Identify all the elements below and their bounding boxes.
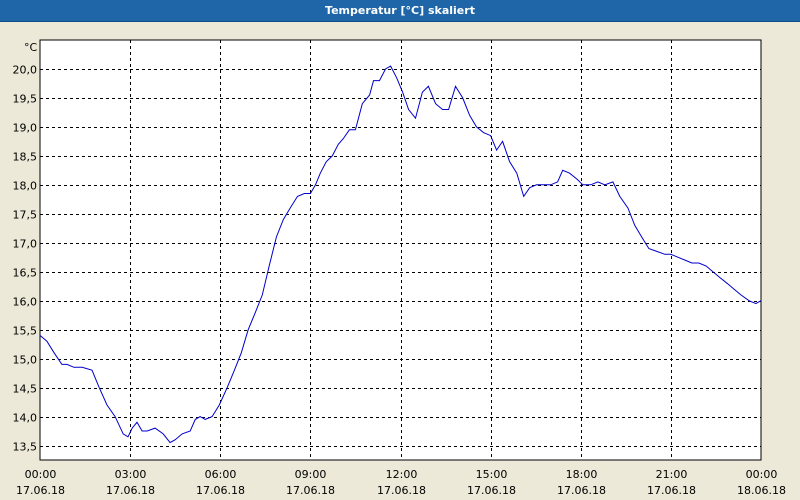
x-tick-time-label: 12:00 — [386, 468, 418, 481]
y-tick-label: 18,5 — [13, 151, 38, 164]
y-tick-label: 16,5 — [13, 267, 38, 280]
x-tick-time-label: 18:00 — [566, 468, 598, 481]
x-tick-time-label: 15:00 — [476, 468, 508, 481]
x-tick-time-label: 06:00 — [205, 468, 237, 481]
x-tick-time-label: 00:00 — [25, 468, 57, 481]
x-tick-time-label: 00:00 — [746, 468, 778, 481]
x-tick-date-label: 17.06.18 — [106, 484, 155, 497]
x-tick-time-label: 21:00 — [656, 468, 688, 481]
x-tick-date-label: 17.06.18 — [467, 484, 516, 497]
y-tick-label: 14,5 — [13, 383, 38, 396]
y-tick-label: 19,0 — [13, 122, 38, 135]
y-axis-unit-label: °C — [24, 41, 38, 54]
y-tick-label: 18,0 — [13, 180, 38, 193]
x-tick-date-label: 17.06.18 — [16, 484, 65, 497]
x-tick-date-label: 17.06.18 — [196, 484, 245, 497]
y-tick-label: 17,0 — [13, 238, 38, 251]
temperature-chart: °C 13,514,014,515,015,516,016,517,017,51… — [13, 39, 786, 497]
y-tick-label: 14,0 — [13, 412, 38, 425]
y-tick-label: 20,0 — [13, 64, 38, 77]
plot-area — [39, 39, 762, 461]
y-tick-label: 15,0 — [13, 354, 38, 367]
x-tick-time-label: 09:00 — [295, 468, 327, 481]
x-tick-date-label: 17.06.18 — [557, 484, 606, 497]
plot-background — [39, 39, 762, 461]
x-tick-date-label: 18.06.18 — [737, 484, 786, 497]
x-tick-date-label: 17.06.18 — [647, 484, 696, 497]
x-axis-tick-labels: 00:00 17.06.18 03:00 17.06.18 06:00 17.06.18 0… — [16, 468, 786, 497]
window-title: Temperatur [°C] skaliert — [0, 0, 800, 22]
temperature-series-line — [39, 65, 762, 444]
y-axis-tick-labels: 13,5 14,0 14,5 15,0 15,5 16,0 16,5 17,0 17,5 18,0… — [13, 64, 38, 454]
y-tick-label: 16,0 — [13, 296, 38, 309]
x-tick-date-label: 17.06.18 — [377, 484, 426, 497]
y-tick-label: 17,5 — [13, 209, 38, 222]
y-tick-label: 15,5 — [13, 325, 38, 338]
grid-lines — [40, 40, 761, 460]
y-tick-label: 13,5 — [13, 441, 38, 454]
y-tick-label: 19,5 — [13, 93, 38, 106]
x-tick-time-label: 03:00 — [115, 468, 147, 481]
x-tick-date-label: 17.06.18 — [286, 484, 335, 497]
